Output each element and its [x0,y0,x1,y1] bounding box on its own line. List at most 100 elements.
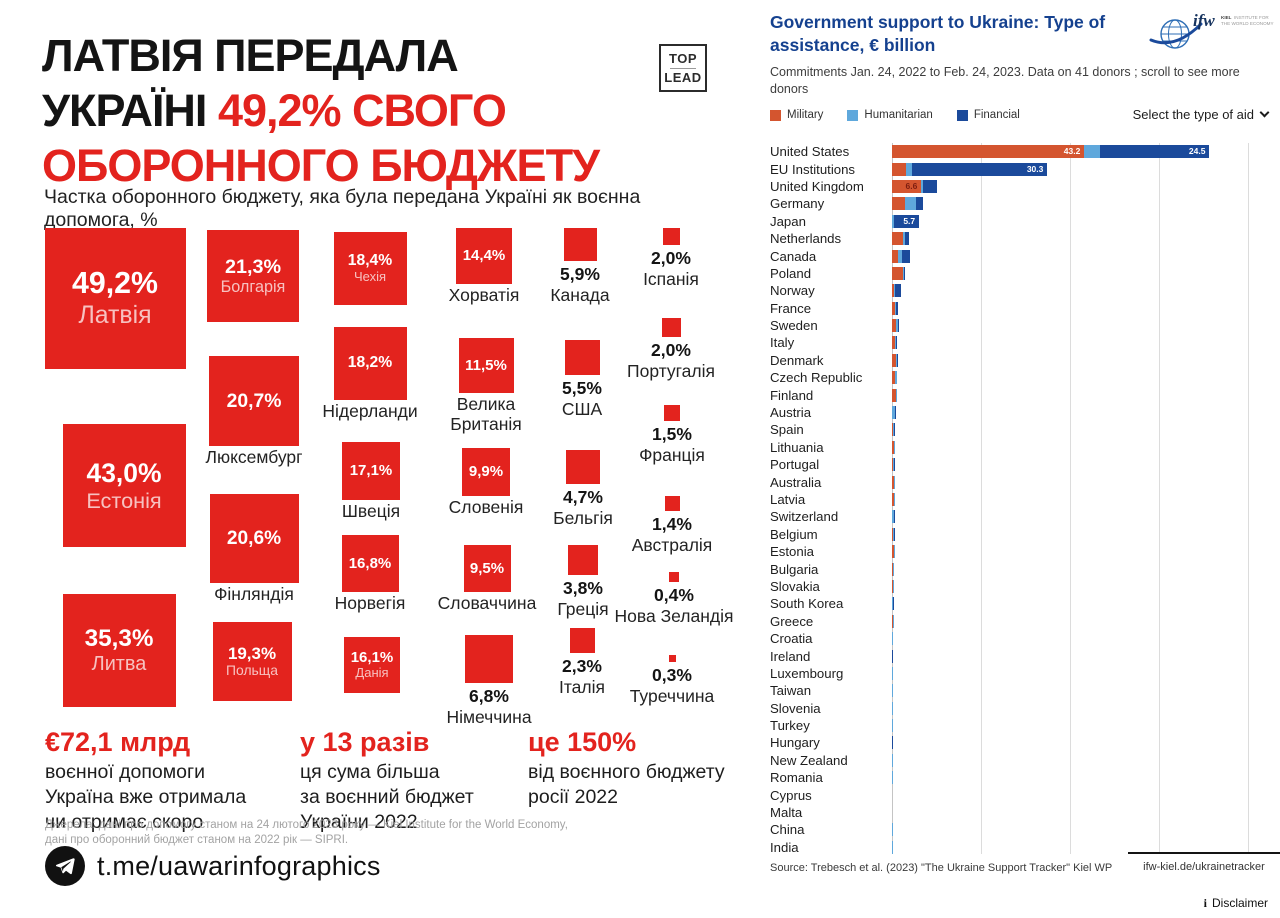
top-lead-logo-lead: LEAD [664,69,702,85]
donor-name: Estonia [770,544,814,560]
donor-row: New Zealand [755,752,1280,769]
stat-total-aid: €72,1 млрд воєнної допомоги Україна вже … [45,727,246,835]
country-square-item: 19,3% Польща [177,622,327,701]
square-country-name: Польща [226,662,278,679]
donors-bar-chart[interactable]: United States 43.2 24.5 EU Institutions 30.3… [755,141,1280,854]
donor-row: Ireland [755,647,1280,664]
telegram-icon [45,846,85,886]
donor-bar: 43.2 24.5 [892,145,1280,159]
svg-text:ifw: ifw [1193,11,1215,30]
donor-name: Spain [770,422,804,438]
donor-name: United Kingdom [770,178,864,194]
country-square: 18,4% Чехія [333,232,407,305]
donor-row: Poland [755,265,1280,282]
bar-segment-military [892,475,895,489]
country-square-item: 49,2% Латвія [40,228,190,369]
top-lead-logo: TOP LEAD [659,44,707,92]
telegram-handle[interactable]: t.me/uawarinfographics [97,850,381,881]
donor-bar [892,597,1280,611]
donor-bar [892,753,1280,767]
square-value: 16,8% [348,554,392,572]
donor-name: Switzerland [770,509,839,525]
country-square-item: 3,8% Греція [508,545,658,619]
donor-row: Japan 5.7 [755,213,1280,230]
square-country-name: Хорватія [448,285,520,305]
legend-label: Military [787,109,824,121]
square-value: 1,5% [652,424,692,444]
country-square-item: 17,1% Швеція [296,442,446,521]
bar-segment-military [892,527,893,541]
country-square-item: 9,9% Словенія [411,448,561,517]
country-square-item: 14,4% Хорватія [409,228,559,305]
square-value: 9,9% [468,463,504,481]
donor-bar [892,458,1280,472]
donor-bar [892,475,1280,489]
square-country-name: Німеччина [446,707,532,727]
country-square-item: 2,0% Іспанія [596,228,746,289]
country-square-item: 21,3% Болгарія [178,230,328,322]
square-value: 0,4% [654,585,694,605]
bar-segment-military [892,162,906,176]
bar-segment-humanitarian [921,179,923,193]
donor-row: China [755,821,1280,838]
country-square-item: 20,6% Фінляндія [179,494,329,604]
bar-segment-humanitarian [892,597,893,611]
top-lead-logo-top: TOP [669,50,697,66]
square-country-name: Туреччина [629,686,715,706]
country-square: 11,5% [458,338,514,393]
bar-segment-humanitarian [892,527,894,541]
donor-bar [892,632,1280,646]
donor-row: United States 43.2 24.5 [755,143,1280,160]
left-source-note: Джерела: дані про допомогу станом на 24 … [45,819,568,846]
bar-segment-humanitarian [896,319,898,333]
tracker-link[interactable]: ifw-kiel.de/ukrainetracker [1143,861,1265,873]
donor-bar [892,736,1280,750]
square-value: 2,0% [651,248,691,268]
donor-bar [892,371,1280,385]
country-square-item: 0,3% Туреччина [597,655,747,706]
square-country-name: Греція [557,599,609,619]
bar-segment-military [892,458,894,472]
square-country-name: США [561,399,603,419]
square-country-name: Бельгія [553,508,613,528]
bar-segment-financial: 5.7 [893,214,920,228]
donor-row: Norway [755,282,1280,299]
donor-bar [892,649,1280,663]
square-country-name: Литва [91,653,147,676]
donor-name: Belgium [770,526,818,542]
square-value: 5,9% [560,264,600,284]
aid-type-select-label: Select the type of aid [1132,107,1254,122]
donor-name: Germany [770,196,825,212]
donor-name: India [770,839,799,854]
donor-row: Germany [755,195,1280,212]
country-square-item: 5,9% Канада [505,228,655,305]
square-value: 14,4% [462,247,506,265]
bar-segment-military [892,371,895,385]
donor-row: EU Institutions 30.3 [755,160,1280,177]
chart-title: Government support to Ukraine: Type of a… [770,12,1106,55]
bar-segment-military [892,579,894,593]
donor-bar [892,562,1280,576]
donor-name: Turkey [770,718,810,734]
country-square-item: 18,4% Чехія [295,232,445,305]
donor-bar [892,249,1280,263]
country-square-item: 2,0% Португалія [596,318,746,381]
donor-bar [892,719,1280,733]
disclaimer-link[interactable]: i Disclaimer [1203,896,1268,910]
square-country-name: Італія [559,677,605,697]
donor-name: Norway [770,283,815,299]
donor-row: Latvia [755,491,1280,508]
donor-row: Luxembourg [755,665,1280,682]
square-value: 43,0% [86,458,162,489]
legend-item-military: Military [770,109,823,121]
aid-type-select[interactable]: Select the type of aid [1132,107,1270,122]
country-square: 20,7% [209,356,299,446]
square-country-name: Чехія [353,269,387,285]
country-square-item: 1,4% Австралія [597,496,747,555]
square-value: 9,5% [469,559,505,577]
country-square-item: 0,4% Нова Зеландія [614,572,734,626]
bar-segment-financial: 30.3 [912,162,1048,176]
donor-name: Romania [770,770,823,786]
bar-segment-financial [922,179,937,193]
donor-bar: 6.6 [892,179,1280,193]
